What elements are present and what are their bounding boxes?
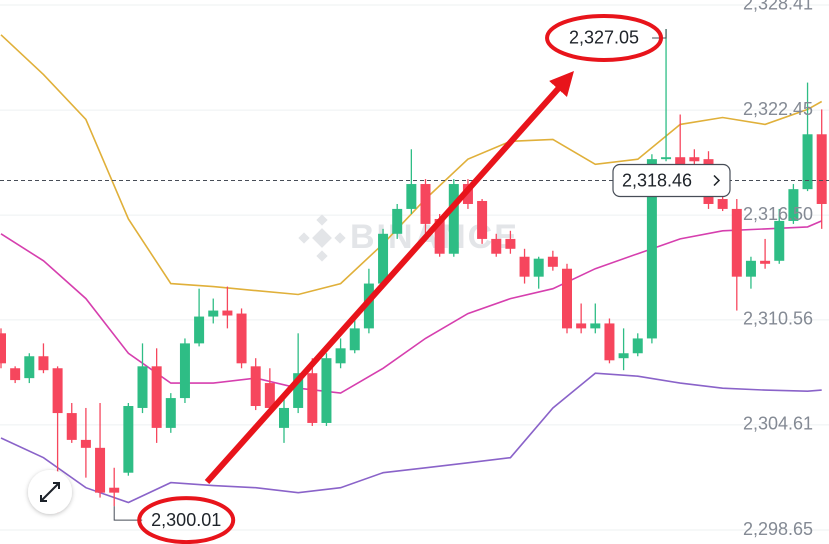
candle-body [38, 356, 49, 371]
candle-body [52, 368, 63, 414]
y-tick-label: 2,322.45 [743, 99, 813, 119]
candle-body [661, 157, 672, 160]
candle-body [165, 398, 176, 428]
candle-body [250, 366, 261, 407]
candle-body [802, 134, 813, 190]
expand-icon[interactable] [40, 482, 60, 502]
candle-body [123, 406, 134, 473]
candle-body [745, 260, 756, 277]
candle-body [519, 256, 530, 277]
candle-body [10, 368, 21, 381]
candle-body [194, 316, 205, 344]
candle-body [80, 439, 91, 448]
candle-body [618, 353, 629, 359]
candle-body [279, 407, 289, 428]
candle-body [208, 310, 219, 317]
y-tick-label: 2,310.56 [743, 309, 813, 329]
candle-body [349, 328, 360, 351]
y-tick-label: 2,304.61 [743, 414, 813, 434]
expand-button[interactable] [28, 470, 72, 514]
candle-body [760, 260, 771, 264]
candle-body [321, 358, 332, 423]
candle-body [179, 343, 190, 399]
candle-body [788, 189, 799, 221]
candle-body [576, 323, 587, 329]
annotation-connector [652, 28, 667, 39]
candle-body [392, 208, 403, 234]
candle-body [293, 373, 304, 408]
arrow [204, 71, 574, 484]
candle-body [731, 208, 742, 277]
candle-body [335, 348, 346, 364]
candle-body [533, 258, 544, 277]
current-price-chevron [713, 174, 721, 187]
candle-body [675, 157, 686, 168]
candle-body [420, 184, 431, 224]
candle-body [604, 323, 615, 361]
y-tick-label: 2,328.41 [743, 0, 813, 14]
candle-body [363, 283, 374, 329]
y-tick-label: 2,298.65 [743, 519, 813, 539]
annotation-circle [545, 13, 664, 62]
candle-body [109, 487, 120, 493]
annotation-label: 2,300.01 [151, 510, 221, 530]
candle-body [434, 218, 445, 254]
candle-body [66, 413, 77, 440]
candle-body [689, 157, 700, 162]
candle-body [24, 356, 35, 379]
annotation-circle [137, 496, 236, 544]
candle-body [547, 256, 558, 267]
candle-body [137, 366, 148, 408]
candle-body [717, 199, 728, 209]
candle-body [562, 268, 572, 329]
grid [0, 4, 829, 531]
candle-body [774, 220, 785, 261]
candle-body [477, 200, 488, 239]
candle-body [307, 373, 318, 423]
candle-body [632, 338, 643, 354]
candle-body [151, 366, 162, 428]
candle-body [406, 184, 417, 209]
candle-body [646, 159, 657, 339]
candle-body [95, 447, 106, 493]
current-price-box [612, 163, 731, 198]
candle-body [816, 134, 827, 204]
candle-body [505, 238, 516, 249]
candle-body [590, 323, 601, 329]
candle-body [222, 310, 233, 316]
candle-body [236, 313, 247, 364]
current-price-label: 2,318.46 [622, 170, 692, 190]
watermark-logo [298, 214, 346, 262]
annotation-label: 2,327.05 [569, 28, 639, 48]
band-line [0, 372, 822, 504]
y-tick-label: 2,316.50 [743, 204, 813, 224]
candle-body [264, 383, 275, 408]
candles [0, 28, 827, 513]
candle-body [0, 333, 6, 364]
candle-body [491, 238, 502, 254]
candle-body [448, 184, 459, 254]
annotation-connector [113, 506, 143, 521]
candle-body [378, 233, 389, 284]
